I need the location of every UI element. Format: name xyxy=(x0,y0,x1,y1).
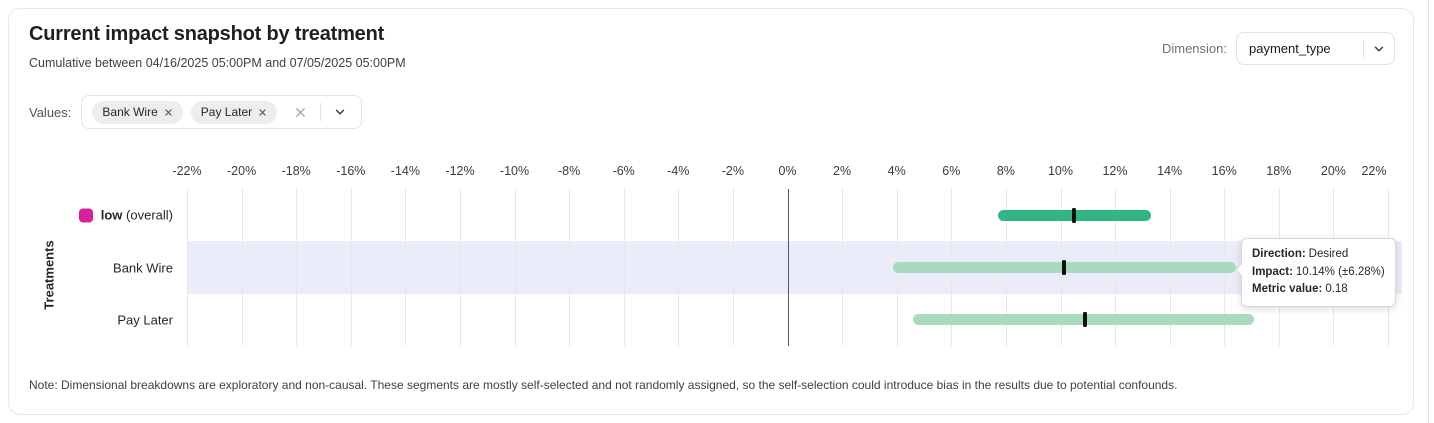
x-axis-tick-label: 20% xyxy=(1320,164,1346,178)
tooltip-metric: Metric value: 0.18 xyxy=(1252,283,1348,295)
x-axis-tick-label: 4% xyxy=(887,164,906,178)
x-axis-tick-label: -20% xyxy=(227,164,257,178)
x-axis-tick-label: 18% xyxy=(1266,164,1292,178)
x-axis-tick-label: -18% xyxy=(281,164,311,178)
chart-note: Note: Dimensional breakdowns are explora… xyxy=(29,378,1178,392)
x-axis-tick-label: -12% xyxy=(445,164,475,178)
values-chips: Bank Wire Pay Later xyxy=(92,100,278,124)
treatment-row-label: Bank Wire xyxy=(113,260,173,275)
x-axis-tick-label: 14% xyxy=(1157,164,1183,178)
point-estimate-marker xyxy=(1083,312,1087,328)
impact-snapshot-card: Current impact snapshot by treatment Cum… xyxy=(8,8,1414,415)
value-chip: Pay Later xyxy=(190,100,278,124)
select-divider xyxy=(1363,39,1364,58)
gridline xyxy=(296,189,298,346)
x-axis-tick-label: -16% xyxy=(336,164,366,178)
gridline xyxy=(678,189,680,346)
values-filter: Values: Bank Wire Pay Later xyxy=(29,95,363,129)
x-axis-tick-label: -6% xyxy=(612,164,635,178)
dimension-selected-value: payment_type xyxy=(1249,41,1331,56)
gridline xyxy=(187,189,188,346)
x-axis-tick-label: 22% xyxy=(1361,164,1387,178)
gridline xyxy=(350,189,352,346)
dimension-control: Dimension: payment_type xyxy=(1162,32,1395,65)
treatment-row-label-text: low (overall) xyxy=(100,207,173,223)
x-axis-tick-label: 8% xyxy=(996,164,1015,178)
adjacent-card-edge xyxy=(1428,0,1430,423)
y-axis-title: Treatments xyxy=(41,240,57,310)
gridline xyxy=(514,189,516,346)
x-axis-tick-label: 16% xyxy=(1211,164,1237,178)
legend-swatch xyxy=(78,208,93,223)
x-axis-tick-label: -8% xyxy=(557,164,581,178)
zero-line xyxy=(787,189,789,346)
gridline xyxy=(241,189,243,346)
treatment-row-label: Pay Later xyxy=(117,312,173,328)
select-divider xyxy=(320,103,322,121)
gridline xyxy=(623,189,625,346)
value-chip-label: Pay Later xyxy=(200,105,253,119)
page-subtitle: Cumulative between 04/16/2025 05:00PM an… xyxy=(29,56,406,70)
tooltip-impact: Impact: 10.14% (±6.28%) xyxy=(1252,265,1385,278)
plot-area: -22% -20% -18% -16% -14% -12% -10% -8% -6% -4% -2%… xyxy=(78,164,1402,346)
dimension-label: Dimension: xyxy=(1161,41,1227,56)
tooltip-direction: Direction: Desired xyxy=(1252,248,1349,260)
x-axis-tick-label: 10% xyxy=(1047,164,1074,178)
x-icon[interactable] xyxy=(164,108,173,117)
value-chip-label: Bank Wire xyxy=(102,105,158,119)
gridline xyxy=(842,189,844,346)
value-chip: Bank Wire xyxy=(92,100,183,124)
clear-selection-button[interactable] xyxy=(285,105,312,120)
gridline xyxy=(569,189,571,346)
chevron-down-icon[interactable] xyxy=(329,105,351,119)
point-estimate-marker xyxy=(1062,260,1067,275)
x-axis-tick-label: 6% xyxy=(942,164,961,178)
tooltip: Direction: Desired Impact: 10.14% (±6.28%)… xyxy=(1235,238,1396,307)
x-icon xyxy=(296,107,306,117)
gridline xyxy=(460,189,461,346)
x-axis-tick-label: -22% xyxy=(172,164,202,178)
x-axis-tick-label: -4% xyxy=(667,164,690,178)
values-multiselect[interactable]: Bank Wire Pay Later xyxy=(81,95,363,129)
point-estimate-marker xyxy=(1072,207,1077,223)
treatment-row-label: low (overall) xyxy=(78,207,173,223)
values-label: Values: xyxy=(29,104,72,120)
x-axis-tick-label: -10% xyxy=(499,164,530,178)
chevron-down-icon xyxy=(1364,42,1394,56)
x-axis-tick-label: 2% xyxy=(833,164,852,178)
x-axis-tick-label: -14% xyxy=(390,164,420,178)
x-axis-tick-label: -2% xyxy=(721,164,745,178)
gridline xyxy=(732,189,734,346)
x-axis-tick-label: 0% xyxy=(778,164,797,178)
x-icon[interactable] xyxy=(258,108,267,117)
dimension-select[interactable]: payment_type xyxy=(1236,32,1395,65)
x-axis-tick-label: 12% xyxy=(1102,164,1128,178)
gridline xyxy=(405,189,407,346)
page-title: Current impact snapshot by treatment xyxy=(29,23,385,45)
